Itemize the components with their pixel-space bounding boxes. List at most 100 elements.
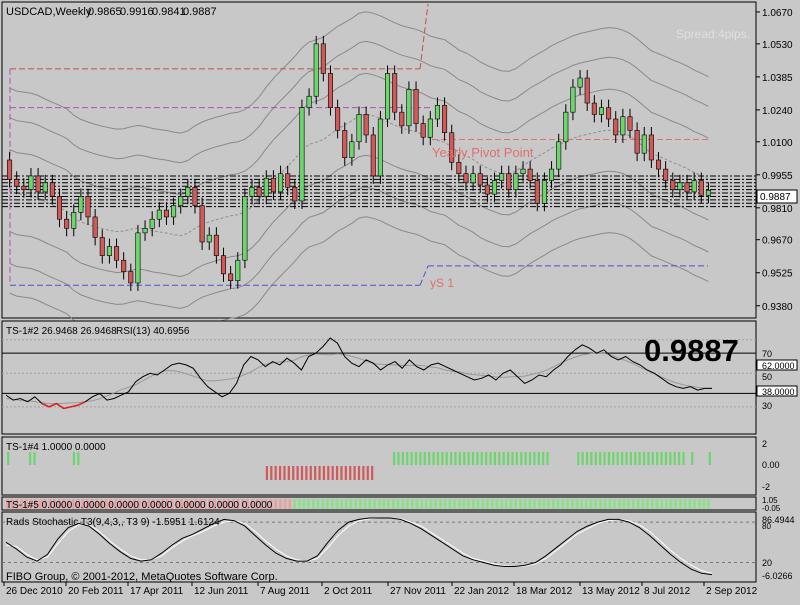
ts5-strip-bar <box>344 499 348 509</box>
candle-body <box>49 182 55 197</box>
ts4-panel[interactable]: TS-1#4 1.0000 0.0000 2 0.00 -2 <box>1 436 780 496</box>
ts5-strip-bar <box>76 499 80 509</box>
ts5-strip-bar <box>373 499 376 509</box>
candle-body <box>499 173 505 181</box>
candle-body <box>491 180 498 195</box>
candle-body <box>634 130 640 154</box>
candle-body <box>114 246 120 261</box>
ts5-strip-bar <box>104 499 108 509</box>
stochastic-panel[interactable]: Rads Stochastic T3(9,4,3,, T3 9) -1.5951… <box>1 511 795 583</box>
candle-body <box>670 180 676 190</box>
ts5-strip-bar <box>495 499 499 509</box>
resistance-line <box>419 3 429 69</box>
candle-body <box>456 161 462 174</box>
ts4-up-bar <box>691 452 694 465</box>
candle-body <box>434 105 440 120</box>
ts5-strip-bar <box>288 499 292 509</box>
candle-body <box>363 114 369 136</box>
ts5-strip-bar <box>514 499 518 509</box>
ts5-strip-bar <box>128 499 132 509</box>
ts5-strip-bar <box>697 499 701 509</box>
ts4-down-bar <box>340 466 343 480</box>
rsi-panel[interactable]: TS-1#2 26.9468 26.9468 RSI(13) 40.6956 0… <box>1 320 798 435</box>
ys1-label: yS 1 <box>430 276 454 290</box>
ts5-strip-bar <box>707 499 711 509</box>
ts5-strip-bar <box>6 499 9 509</box>
ts5-strip-bar <box>48 499 52 509</box>
ts4-down-bar <box>287 466 290 480</box>
ts5-strip-bar <box>137 499 141 509</box>
time-tick-label: 2 Oct 2011 <box>324 586 373 597</box>
ts5-strip-bar <box>260 499 263 509</box>
candle-body <box>420 123 426 138</box>
ts5-strip-bar <box>34 499 38 509</box>
ts5-strip-bar <box>184 499 188 509</box>
candle-body <box>299 107 305 202</box>
ts5-strip-bar <box>631 499 635 509</box>
ts4-up-bar <box>449 452 453 465</box>
candle-body <box>627 116 633 131</box>
price-tick-label: 0.9670 <box>762 236 793 247</box>
candle-body <box>385 73 391 120</box>
candle-body <box>534 180 540 204</box>
ts5-strip-bar <box>156 499 160 509</box>
ts4-up-bar <box>599 452 602 465</box>
candle-body <box>370 134 376 177</box>
rsi-level-62: 62.0000 <box>762 361 795 371</box>
ts5-strip-bar <box>269 499 273 509</box>
ts5-strip-bar <box>302 499 306 509</box>
ts5-strip-bar <box>166 499 169 509</box>
rsi-level-50: 50 <box>762 372 772 382</box>
candle-body <box>691 180 697 193</box>
price-axis: 1.0670 1.0530 1.0385 1.0240 1.0100 0.9955 0.98… <box>756 8 793 313</box>
time-tick-label: 7 Aug 2011 <box>260 586 310 597</box>
ts4-up-bar <box>537 452 540 465</box>
candle-body <box>470 173 476 184</box>
ts5-strip-bar <box>231 499 235 509</box>
ts4-up-bar <box>392 452 396 465</box>
ts5-strip-bar <box>86 499 89 509</box>
ts5-strip-bar <box>551 499 555 509</box>
candle-body <box>427 118 433 138</box>
ts5-strip-bar <box>283 499 287 509</box>
candle-body <box>335 107 341 131</box>
candle-body <box>613 118 619 136</box>
rsi-value-label: RSI(13) 40.6956 <box>116 326 190 337</box>
ts5-strip-bar <box>504 499 508 509</box>
ts4-up-bar <box>29 452 32 465</box>
ts4-up-bar <box>625 452 628 465</box>
ts4-up-bar <box>669 452 672 465</box>
ts4-down-bar <box>362 466 365 480</box>
ts4-up-bar <box>493 452 497 465</box>
ts4-up-bar <box>428 452 431 465</box>
ts4-up-bar <box>506 452 510 465</box>
rsi-oversold-segment <box>70 404 79 408</box>
ts4-up-bar <box>594 452 597 465</box>
ts5-strip-bar <box>542 499 546 509</box>
ts5-strip-bar <box>297 499 301 509</box>
ts4-up-bar <box>7 452 10 465</box>
ts4-up-bar <box>511 452 514 465</box>
candle-body <box>106 246 112 256</box>
ts4-down-bar <box>309 466 312 480</box>
ts4-up-bar <box>612 452 615 465</box>
ts4-down-bar <box>371 466 374 480</box>
ts5-strip-bar <box>500 499 504 509</box>
ts5-strip-bar <box>443 499 447 509</box>
ts5-panel[interactable]: TS-1#5 0.0000 0.0000 0.0000 0.0000 0.000… <box>1 496 781 513</box>
ts5-strip-bar <box>580 499 584 509</box>
main-panel[interactable]: 1.0670 1.0530 1.0385 1.0240 1.0100 0.9955 0.98… <box>1 1 798 339</box>
time-tick-label: 22 Jan 2012 <box>454 586 509 597</box>
ts4-up-bar <box>607 452 611 465</box>
ts5-strip-bar <box>683 499 687 509</box>
candle-body <box>206 234 212 243</box>
ts4-down-bar <box>296 466 299 480</box>
ts4-up-bar <box>581 452 584 465</box>
rsi-lines <box>2 337 756 410</box>
ts5-strip-bar <box>641 499 645 509</box>
ts5-strip-bar <box>321 499 325 509</box>
ts5-strip-bar <box>401 499 405 509</box>
ts5-strip-bar <box>453 499 456 509</box>
